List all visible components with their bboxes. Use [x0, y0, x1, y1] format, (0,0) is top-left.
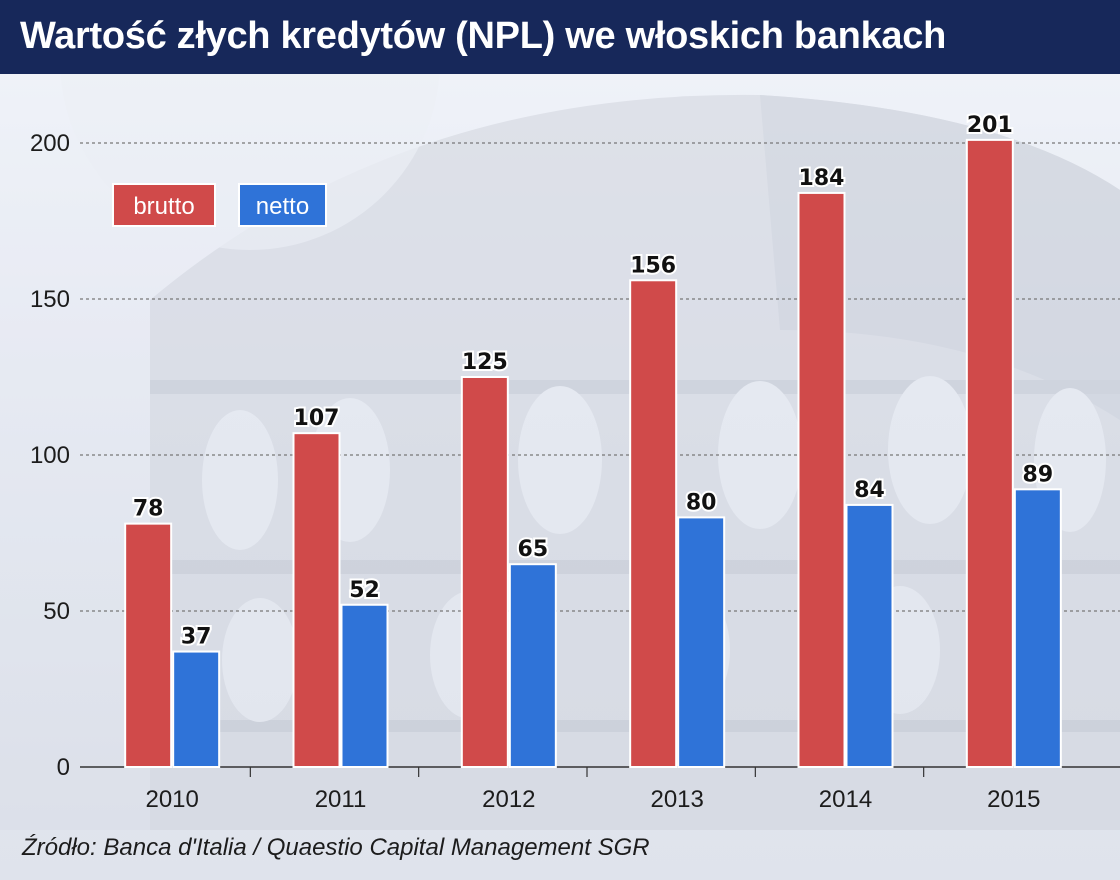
legend-swatch-netto	[238, 183, 327, 227]
bar-netto-2010	[172, 650, 221, 768]
y-tick-label-100: 100	[30, 442, 70, 469]
bar-brutto-2011	[292, 432, 341, 768]
data-label-netto-2013: 80	[686, 490, 717, 515]
bar-brutto-2015	[965, 138, 1014, 768]
x-tick-label-2013: 2013	[650, 786, 703, 813]
y-tick-label-200: 200	[30, 130, 70, 157]
data-label-netto-2011: 52	[349, 578, 380, 603]
legend-label-netto: netto	[256, 193, 309, 220]
bar-netto-2012	[508, 563, 557, 769]
bar-chart: 0 50 100 150 200 2010 2011 2012 2013 2014 2015 78 3…	[0, 74, 1120, 830]
x-tick-label-2014: 2014	[819, 786, 872, 813]
data-label-brutto-2011: 107	[294, 406, 340, 431]
chart-title: Wartość złych kredytów (NPL) we włoskich…	[20, 15, 946, 57]
data-label-brutto-2010: 78	[133, 497, 164, 522]
legend-label-brutto: brutto	[133, 193, 194, 220]
title-bar: Wartość złych kredytów (NPL) we włoskich…	[0, 0, 1120, 74]
bar-netto-2013	[677, 516, 726, 769]
x-tick-label-2012: 2012	[482, 786, 535, 813]
y-tick-label-50: 50	[43, 598, 70, 625]
bar-netto-2011	[340, 603, 389, 769]
x-tick-label-2010: 2010	[145, 786, 198, 813]
y-tick-label-150: 150	[30, 286, 70, 313]
bar-netto-2014	[845, 503, 894, 768]
data-label-brutto-2015: 201	[967, 113, 1013, 138]
data-label-netto-2010: 37	[181, 625, 212, 650]
bar-brutto-2012	[460, 376, 509, 768]
x-tick-label-2015: 2015	[987, 786, 1040, 813]
bar-netto-2015	[1013, 488, 1062, 768]
data-label-netto-2014: 84	[854, 478, 885, 503]
y-tick-label-0: 0	[57, 754, 70, 781]
data-label-brutto-2012: 125	[462, 350, 508, 375]
legend-swatch-brutto	[112, 183, 216, 227]
bar-brutto-2014	[797, 191, 846, 769]
source-note: Źródło: Banca d'Italia / Quaestio Capita…	[22, 834, 650, 861]
data-label-brutto-2013: 156	[630, 253, 676, 278]
data-label-brutto-2014: 184	[799, 166, 845, 191]
bar-brutto-2010	[124, 522, 173, 769]
x-tick-label-2011: 2011	[315, 786, 367, 813]
bar-brutto-2013	[629, 279, 678, 768]
data-label-netto-2015: 89	[1023, 462, 1054, 487]
data-label-netto-2012: 65	[518, 537, 549, 562]
